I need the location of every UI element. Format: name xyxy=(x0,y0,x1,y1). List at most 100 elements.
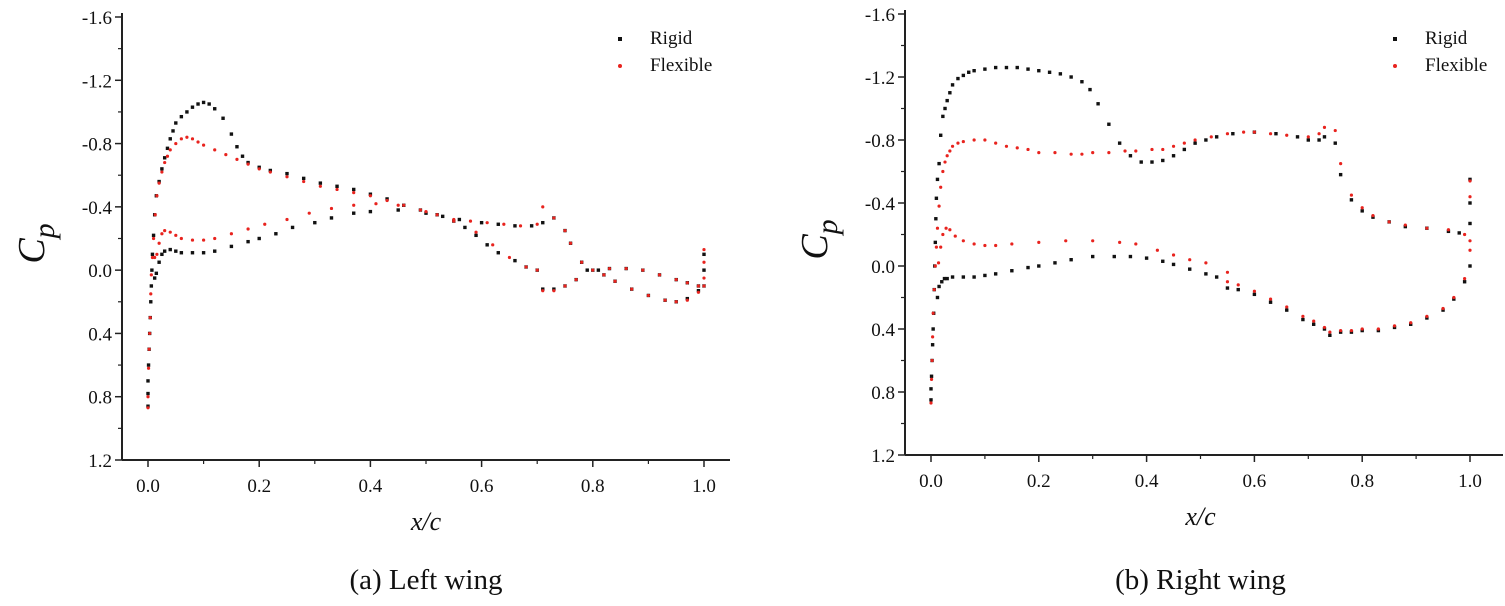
data-point-rigid xyxy=(1468,221,1472,226)
data-point-flexible xyxy=(1409,321,1413,325)
x-tick-label: 0.8 xyxy=(581,476,605,497)
legend-label: Rigid xyxy=(1425,28,1468,49)
data-point-rigid xyxy=(940,280,944,284)
data-point-flexible xyxy=(307,211,311,215)
y-axis-label: Cp xyxy=(794,219,844,259)
data-point-rigid xyxy=(1026,265,1030,270)
data-point-rigid xyxy=(146,391,150,396)
data-point-rigid xyxy=(201,251,206,255)
data-point-flexible xyxy=(179,137,183,141)
data-point-flexible xyxy=(468,219,473,223)
data-point-flexible xyxy=(368,194,372,198)
data-point-rigid xyxy=(930,343,935,347)
data-point-flexible xyxy=(929,401,933,405)
data-point-flexible xyxy=(179,236,183,241)
data-point-rigid xyxy=(352,211,356,215)
data-point-flexible xyxy=(146,366,151,370)
data-point-flexible xyxy=(1322,125,1327,129)
chart-caption: (a) Left wing xyxy=(350,564,503,596)
data-point-flexible xyxy=(318,184,322,188)
data-point-rigid xyxy=(352,187,356,192)
data-point-rigid xyxy=(190,251,195,255)
data-point-rigid xyxy=(1069,258,1073,262)
data-point-flexible xyxy=(1349,193,1354,197)
data-point-flexible xyxy=(1064,239,1068,243)
data-point-flexible xyxy=(950,144,955,148)
data-point-rigid xyxy=(993,65,998,70)
data-point-flexible xyxy=(146,395,150,399)
data-point-rigid xyxy=(596,268,601,272)
data-point-flexible xyxy=(646,293,651,298)
data-point-rigid xyxy=(368,209,373,214)
data-point-flexible xyxy=(1053,151,1057,155)
data-point-rigid xyxy=(207,102,211,106)
data-point-flexible xyxy=(535,222,539,226)
data-point-flexible xyxy=(424,210,428,214)
y-tick-label: 0.0 xyxy=(871,257,895,278)
legend-marker-flexible xyxy=(1393,64,1397,68)
data-point-flexible xyxy=(1468,248,1472,252)
data-point-flexible xyxy=(1150,147,1154,152)
data-point-rigid xyxy=(941,114,945,119)
data-point-flexible xyxy=(1242,130,1246,134)
data-point-rigid xyxy=(154,271,159,276)
data-point-rigid xyxy=(942,276,947,281)
data-point-flexible xyxy=(607,266,612,271)
data-point-flexible xyxy=(939,245,943,249)
data-point-flexible xyxy=(663,298,667,302)
data-point-flexible xyxy=(1080,152,1084,156)
data-point-rigid xyxy=(1468,264,1472,268)
data-point-flexible xyxy=(961,139,965,144)
data-point-flexible xyxy=(936,261,941,265)
data-point-rigid xyxy=(1150,160,1154,164)
data-point-rigid xyxy=(1462,280,1467,284)
y-tick-label: -0.8 xyxy=(82,135,112,156)
data-point-flexible xyxy=(994,243,998,248)
data-point-flexible xyxy=(641,268,645,272)
data-point-flexible xyxy=(929,377,934,381)
data-point-flexible xyxy=(418,208,423,212)
data-point-rigid xyxy=(171,129,175,133)
data-point-rigid xyxy=(993,272,998,276)
data-point-rigid xyxy=(179,114,184,119)
data-point-flexible xyxy=(580,260,584,264)
data-point-rigid xyxy=(1128,154,1133,158)
data-point-rigid xyxy=(983,273,987,278)
data-point-flexible xyxy=(1252,130,1256,134)
data-point-flexible xyxy=(1441,306,1445,311)
data-point-rigid xyxy=(174,249,178,253)
data-point-flexible xyxy=(1225,270,1230,274)
data-point-rigid xyxy=(229,132,234,136)
data-point-flexible xyxy=(1425,226,1429,230)
data-point-flexible xyxy=(1317,132,1321,136)
data-point-rigid xyxy=(1144,256,1149,260)
data-point-flexible xyxy=(507,255,511,260)
data-point-flexible xyxy=(552,216,556,220)
data-point-rigid xyxy=(1171,154,1176,158)
data-point-rigid xyxy=(950,275,955,279)
data-point-flexible xyxy=(935,226,940,230)
data-point-flexible xyxy=(1306,135,1310,139)
data-point-rigid xyxy=(440,214,445,219)
data-point-flexible xyxy=(696,290,701,294)
data-point-flexible xyxy=(1268,297,1273,301)
data-point-flexible xyxy=(674,300,678,304)
x-tick-label: 0.6 xyxy=(470,476,494,497)
data-point-flexible xyxy=(148,316,152,320)
y-tick-label: -0.4 xyxy=(865,194,896,215)
data-point-flexible xyxy=(1134,149,1138,153)
data-point-rigid xyxy=(1058,72,1063,76)
data-point-rigid xyxy=(457,217,462,222)
data-point-flexible xyxy=(163,160,167,165)
data-point-flexible xyxy=(934,245,938,249)
y-axis-label-text: C xyxy=(794,234,836,260)
data-point-flexible xyxy=(624,266,628,271)
data-point-flexible xyxy=(402,203,406,207)
data-point-rigid xyxy=(1333,141,1337,145)
data-point-rigid xyxy=(513,224,517,228)
data-point-rigid xyxy=(1096,102,1100,106)
data-point-flexible xyxy=(972,138,976,142)
x-tick-label: 0.2 xyxy=(1027,471,1051,492)
data-point-flexible xyxy=(185,135,189,139)
data-point-flexible xyxy=(941,169,945,174)
